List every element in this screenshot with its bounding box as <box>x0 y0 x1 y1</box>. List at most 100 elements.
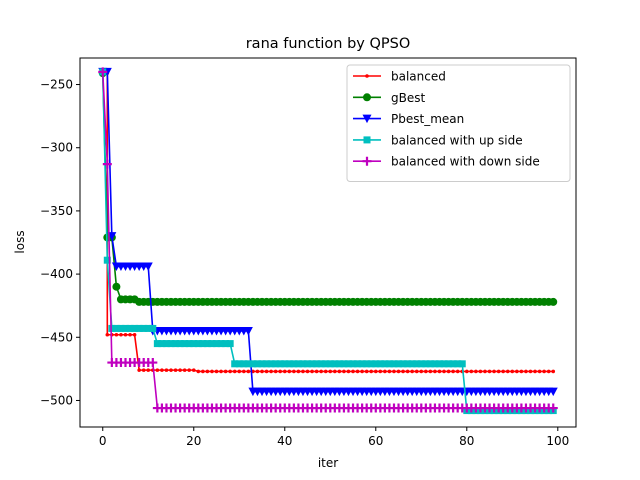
data-point <box>505 369 510 374</box>
data-point <box>249 360 257 368</box>
data-point <box>244 360 252 368</box>
data-point <box>326 360 334 368</box>
data-point <box>304 360 312 368</box>
data-point <box>255 369 260 374</box>
data-point <box>548 403 558 413</box>
data-point <box>269 369 273 374</box>
data-point <box>454 360 462 368</box>
data-point <box>144 324 152 332</box>
data-point <box>132 332 137 337</box>
data-point <box>533 369 537 374</box>
legend-item: Pbest_mean <box>353 112 464 126</box>
data-point <box>169 368 173 372</box>
x-tick-label: 0 <box>99 434 107 448</box>
x-tick-label: 20 <box>186 434 201 448</box>
data-point <box>395 360 403 368</box>
data-point <box>464 369 469 374</box>
data-point <box>253 360 261 368</box>
data-point <box>273 369 278 374</box>
data-point <box>223 369 228 374</box>
x-tick-label: 100 <box>546 434 569 448</box>
data-point <box>272 360 280 368</box>
x-tick-label: 40 <box>277 434 292 448</box>
data-point <box>524 369 528 374</box>
data-point <box>314 369 319 374</box>
legend-swatch-marker <box>362 156 372 166</box>
data-point <box>267 360 275 368</box>
data-point <box>349 360 357 368</box>
data-point <box>313 360 321 368</box>
data-point <box>219 369 223 374</box>
data-point <box>408 360 416 368</box>
data-point <box>308 360 316 368</box>
data-point <box>263 360 271 368</box>
data-point <box>190 340 198 348</box>
data-point <box>112 324 120 332</box>
data-point <box>385 360 393 368</box>
data-point <box>103 256 111 264</box>
data-point <box>240 360 248 368</box>
data-point <box>228 369 232 374</box>
data-point <box>196 369 201 374</box>
data-point <box>281 360 289 368</box>
plot-frame <box>79 57 577 428</box>
data-point <box>243 326 253 336</box>
data-point <box>123 332 128 337</box>
x-tick-label: 60 <box>368 434 383 448</box>
data-point <box>542 369 546 374</box>
data-point <box>478 369 483 374</box>
legend-item: gBest <box>353 91 425 105</box>
x-tick-label: 80 <box>459 434 474 448</box>
data-point <box>213 340 221 348</box>
data-point <box>119 332 123 337</box>
legend-item: balanced with up side <box>353 133 523 147</box>
data-point <box>426 360 434 368</box>
data-point <box>410 369 414 374</box>
data-point <box>155 368 160 372</box>
data-point <box>182 368 187 372</box>
data-point <box>363 360 371 368</box>
data-point <box>260 369 264 374</box>
data-point <box>235 360 243 368</box>
data-point <box>194 340 202 348</box>
legend-swatch-marker <box>362 114 372 124</box>
legend-label: balanced <box>391 70 446 84</box>
data-point <box>431 360 439 368</box>
legend: balanced gBest Pbest_mean balanced with up … <box>346 64 571 182</box>
data-point <box>112 282 121 291</box>
data-point <box>537 369 542 374</box>
series-gbest <box>98 69 558 306</box>
data-point <box>128 332 132 337</box>
data-point <box>242 369 246 374</box>
data-point <box>191 368 196 372</box>
data-point <box>292 369 296 374</box>
data-point <box>451 369 455 374</box>
data-point <box>413 360 421 368</box>
data-point <box>372 360 380 368</box>
data-point <box>358 360 366 368</box>
data-point <box>176 340 184 348</box>
data-point <box>442 369 446 374</box>
data-point <box>178 368 182 372</box>
data-point <box>440 360 448 368</box>
data-point <box>135 324 143 332</box>
data-point <box>515 369 519 374</box>
data-point <box>164 368 169 372</box>
data-point <box>383 369 387 374</box>
data-point <box>187 368 192 372</box>
data-point <box>278 369 283 374</box>
data-point <box>222 340 230 348</box>
x-axis-title: iter <box>318 456 338 470</box>
data-point <box>105 332 110 337</box>
data-point <box>226 340 234 348</box>
data-point <box>446 369 451 374</box>
data-point <box>148 358 158 368</box>
legend-swatch-marker <box>365 74 369 78</box>
data-point <box>469 369 474 374</box>
legend-label: balanced with up side <box>391 133 523 147</box>
data-point <box>483 369 487 374</box>
data-point <box>299 360 307 368</box>
legend-item: balanced with down side <box>353 155 540 169</box>
data-point <box>114 332 119 337</box>
data-point <box>167 340 175 348</box>
